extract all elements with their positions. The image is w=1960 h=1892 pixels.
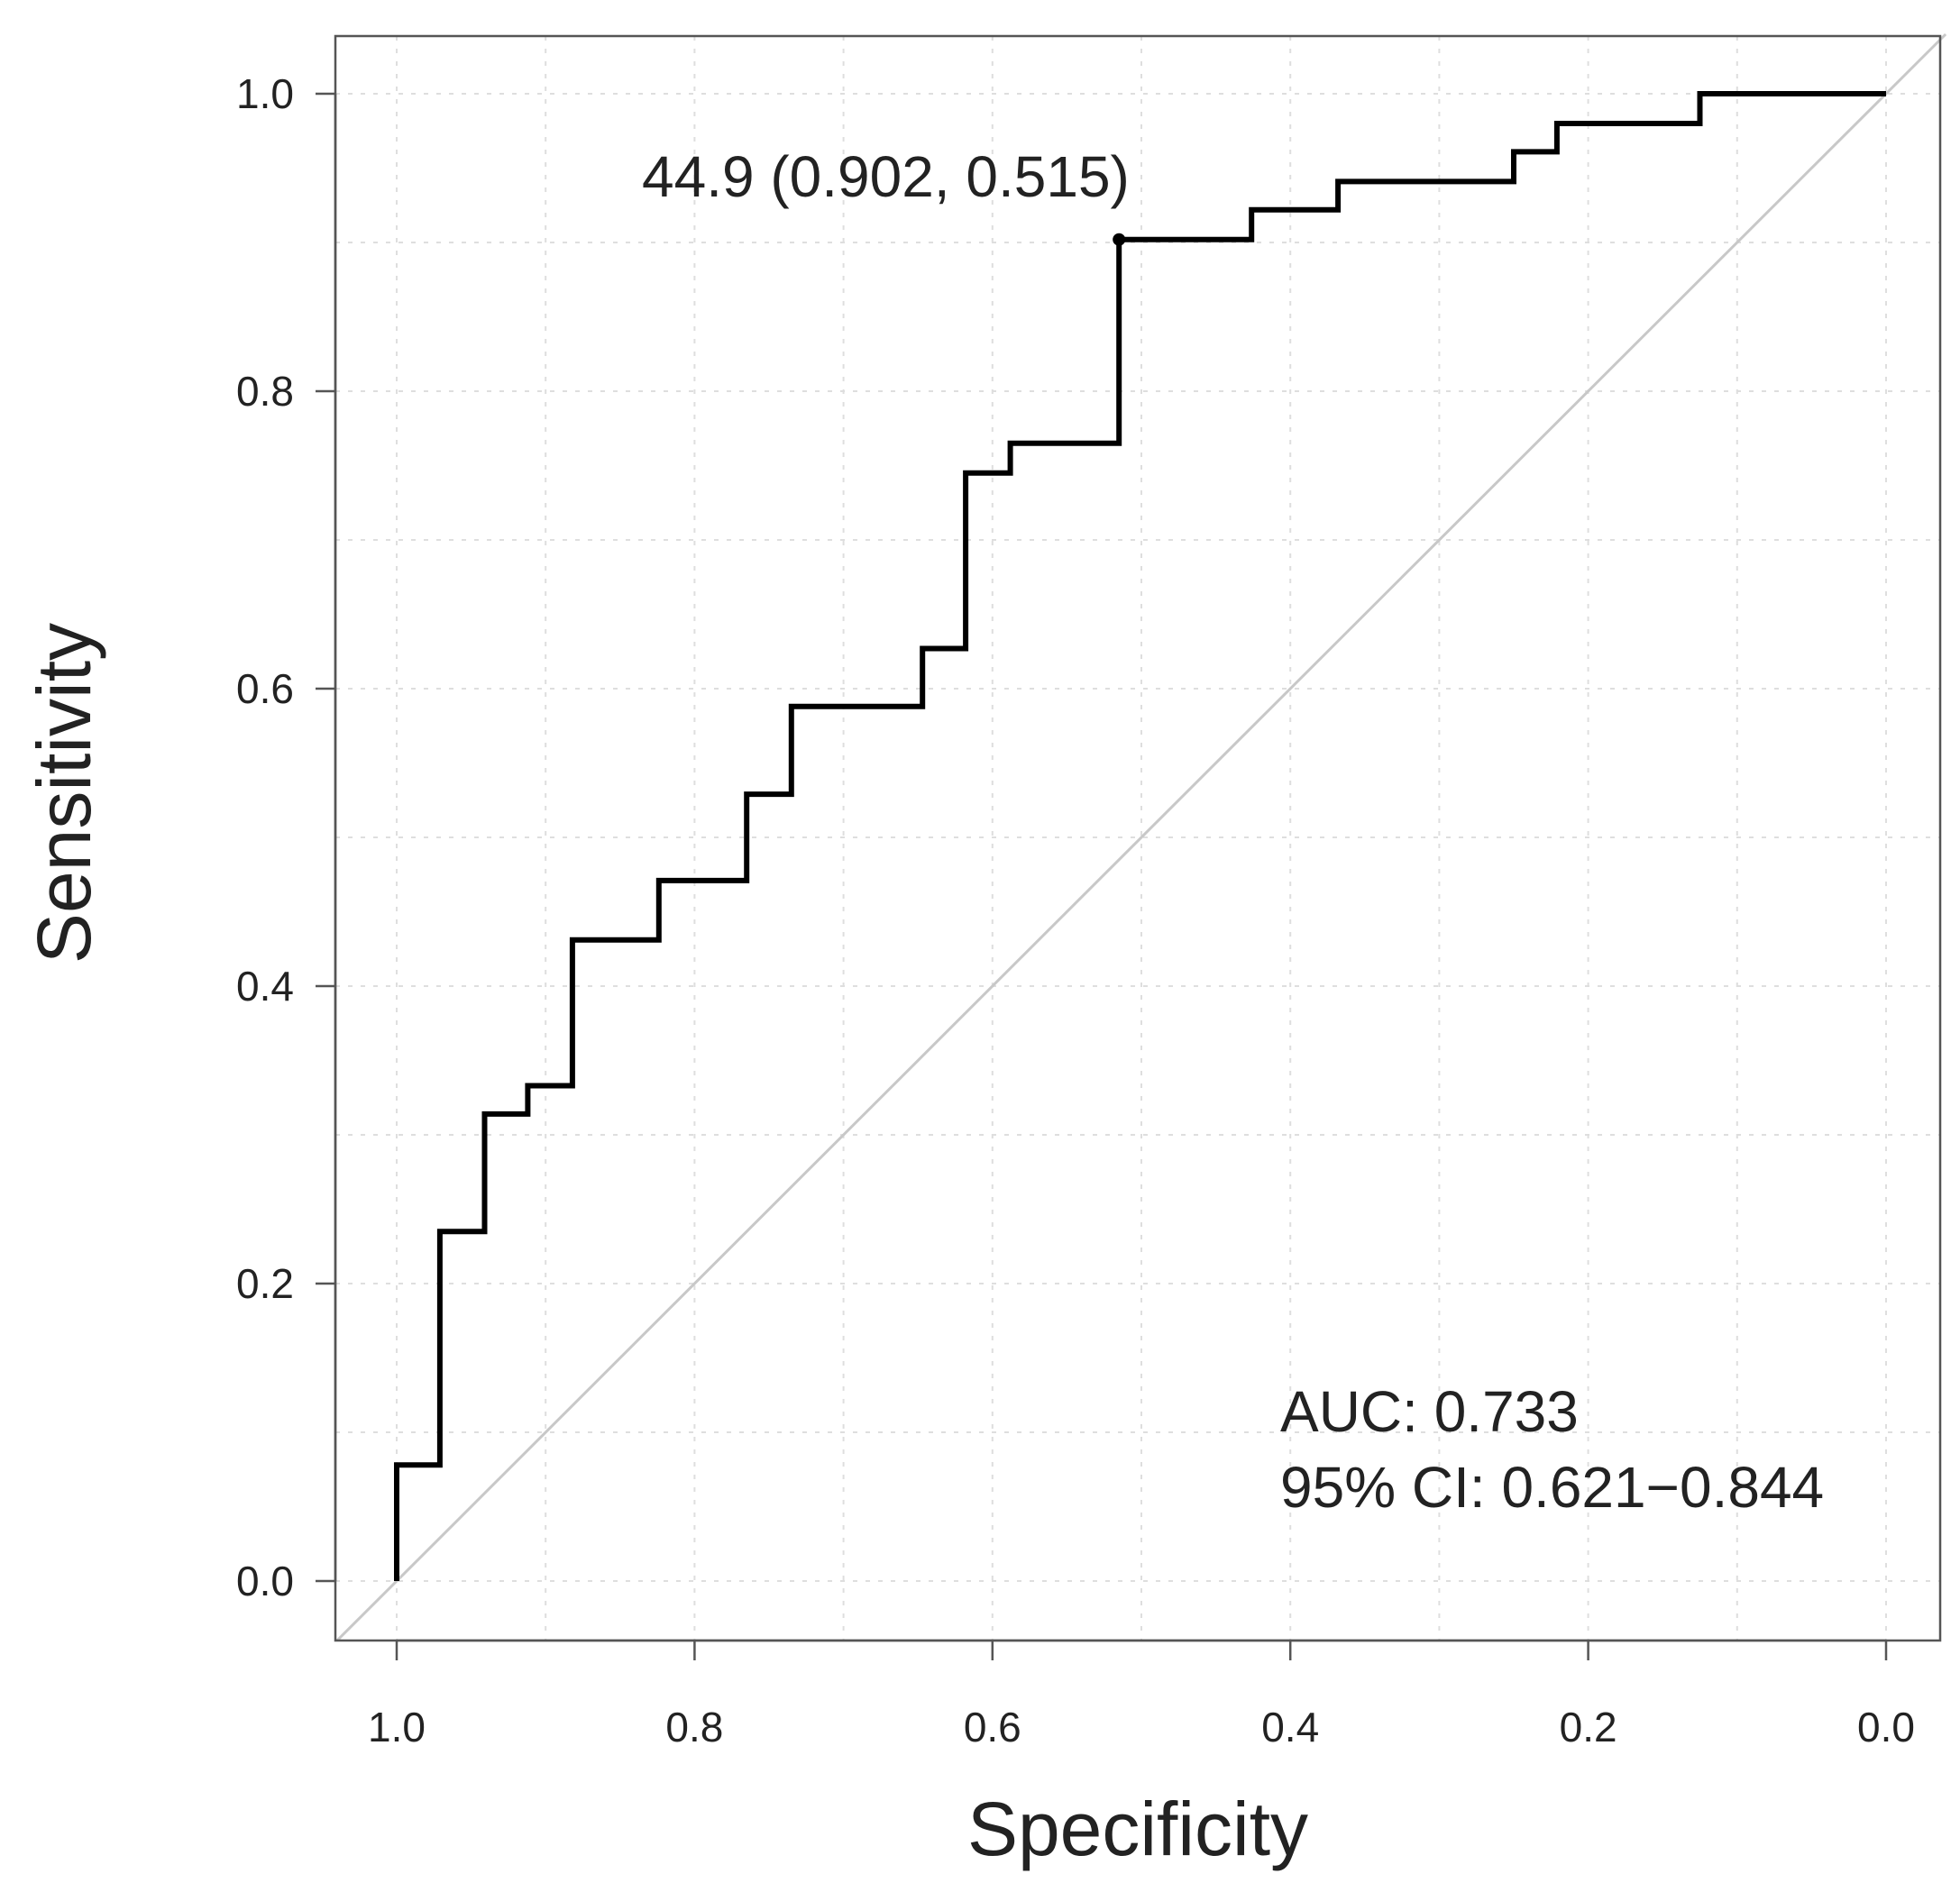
grid: [335, 36, 1940, 1641]
x-tick-label: 0.2: [1560, 1704, 1617, 1750]
y-tick-label: 1.0: [236, 70, 294, 117]
y-axis: 0.0 0.2 0.4 0.6 0.8 1.0: [236, 70, 337, 1604]
best-threshold-point: [1113, 233, 1126, 246]
y-axis-title: Sensitivity: [22, 623, 106, 964]
auc-label: AUC: 0.733: [1280, 1379, 1579, 1444]
y-tick-label: 0.4: [236, 963, 294, 1010]
roc-curve-line: [394, 91, 1886, 1581]
x-axis-title: Specificity: [967, 1787, 1308, 1871]
ci-label: 95% CI: 0.621−0.844: [1280, 1455, 1824, 1520]
reference-diagonal-line: [335, 32, 1947, 1642]
y-tick-label: 0.2: [236, 1260, 294, 1307]
x-axis: 1.0 0.8 0.6 0.4 0.2 0.0: [368, 1639, 1915, 1750]
x-tick-label: 0.8: [665, 1704, 723, 1750]
x-tick-label: 1.0: [368, 1704, 426, 1750]
best-threshold-label: 44.9 (0.902, 0.515): [642, 144, 1130, 209]
x-tick-label: 0.0: [1857, 1704, 1915, 1750]
y-tick-label: 0.6: [236, 665, 294, 712]
x-tick-label: 0.6: [964, 1704, 1021, 1750]
y-tick-label: 0.8: [236, 368, 294, 415]
y-tick-label: 0.0: [236, 1558, 294, 1604]
x-tick-label: 0.4: [1261, 1704, 1319, 1750]
